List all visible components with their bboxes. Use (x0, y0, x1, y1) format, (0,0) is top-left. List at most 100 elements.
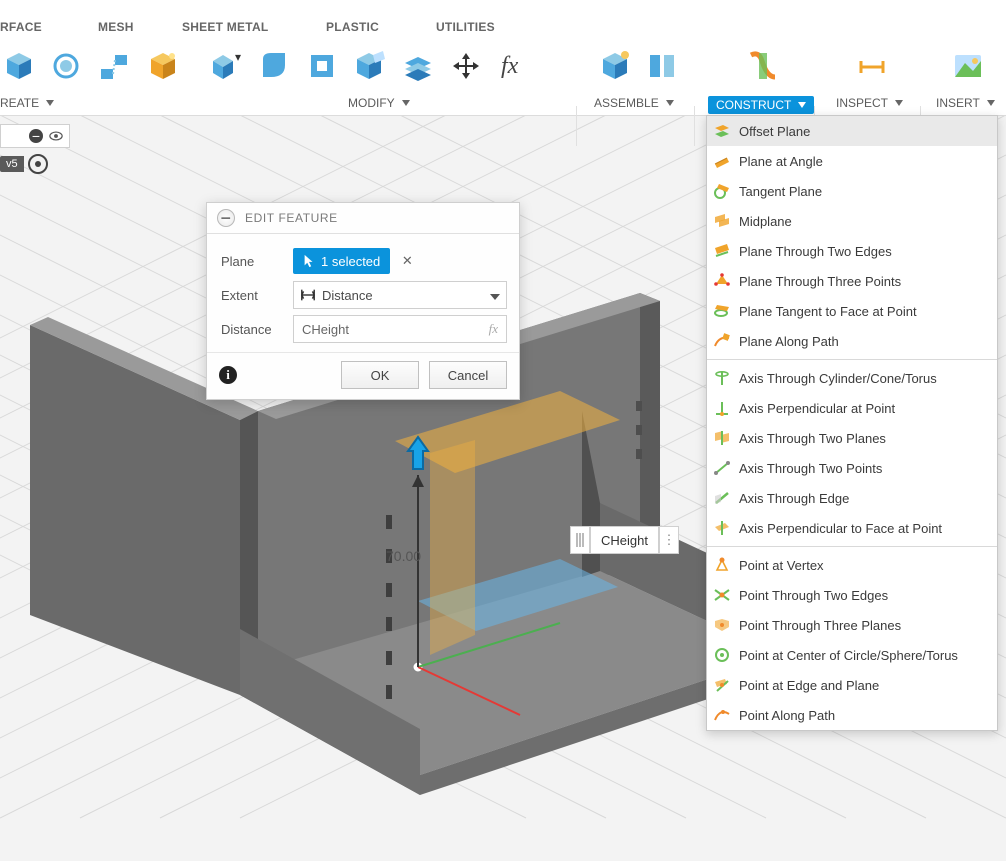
menu-item-label: Plane at Angle (739, 154, 823, 169)
dialog-collapse-icon[interactable]: − (217, 209, 235, 227)
radio-active-icon (28, 154, 48, 174)
assemble-tool-1[interactable] (596, 48, 632, 84)
construct-item-axis-perp-face[interactable]: Axis Perpendicular to Face at Point (707, 513, 997, 543)
menu-item-label: Tangent Plane (739, 184, 822, 199)
construct-item-tangent-plane[interactable]: Tangent Plane (707, 176, 997, 206)
field-options-icon[interactable]: ⋮ (659, 526, 679, 554)
distance-icon (300, 287, 316, 303)
tab-sheetmetal[interactable]: SHEET METAL (182, 20, 268, 34)
viewport-dimension-input[interactable]: CHeight ⋮ (570, 526, 679, 554)
modify-move-tool[interactable] (448, 48, 484, 84)
row-extent-label: Extent (221, 288, 293, 303)
axis-perp-face-icon (713, 519, 731, 537)
group-inspect[interactable]: INSPECT (836, 96, 903, 110)
menu-item-label: Plane Along Path (739, 334, 839, 349)
insert-tool[interactable] (950, 48, 986, 84)
collapse-icon[interactable]: − (29, 129, 43, 143)
inspect-tool[interactable] (854, 48, 890, 84)
modify-tool-3[interactable] (304, 48, 340, 84)
distance-input[interactable]: CHeight fx (293, 315, 507, 343)
menu-separator (707, 546, 997, 547)
modify-tool-1[interactable]: ▾ (208, 48, 244, 84)
plane-angle-icon (713, 152, 731, 170)
cursor-icon (303, 254, 315, 268)
construct-tool[interactable] (744, 48, 780, 84)
tab-utilities[interactable]: UTILITIES (436, 20, 495, 34)
tab-mesh[interactable]: MESH (98, 20, 134, 34)
dimension-text: 70.00 (386, 548, 421, 564)
construct-item-plane-path[interactable]: Plane Along Path (707, 326, 997, 356)
midplane-icon (713, 212, 731, 230)
construct-item-plane-edges[interactable]: Plane Through Two Edges (707, 236, 997, 266)
construct-item-plane-3pts[interactable]: Plane Through Three Points (707, 266, 997, 296)
construct-item-axis-perp[interactable]: Axis Perpendicular at Point (707, 393, 997, 423)
group-modify[interactable]: MODIFY (348, 96, 410, 110)
construct-item-pt-path[interactable]: Point Along Path (707, 700, 997, 730)
group-insert[interactable]: INSERT (936, 96, 995, 110)
menu-item-label: Plane Tangent to Face at Point (739, 304, 917, 319)
assemble-tool-2[interactable] (644, 48, 680, 84)
main-toolbar: RFACE MESH SHEET METAL PLASTIC UTILITIES… (0, 0, 1006, 116)
browser-timeline: − v5 (0, 124, 70, 174)
plane-3pts-icon (713, 272, 731, 290)
modify-tool-4[interactable] (352, 48, 388, 84)
dialog-header[interactable]: − EDIT FEATURE (207, 203, 519, 234)
extent-select[interactable]: Distance (293, 281, 507, 309)
construct-item-midplane[interactable]: Midplane (707, 206, 997, 236)
menu-item-label: Point Through Three Planes (739, 618, 901, 633)
construct-item-axis-cyl[interactable]: Axis Through Cylinder/Cone/Torus (707, 363, 997, 393)
eye-icon[interactable] (49, 129, 63, 143)
tab-plastic[interactable]: PLASTIC (326, 20, 379, 34)
construct-item-axis-2planes[interactable]: Axis Through Two Planes (707, 423, 997, 453)
construct-item-pt-center[interactable]: Point at Center of Circle/Sphere/Torus (707, 640, 997, 670)
modify-tool-5[interactable] (400, 48, 436, 84)
modify-fx-tool[interactable]: fx (496, 48, 532, 84)
clear-selection-icon[interactable]: ✕ (396, 253, 418, 269)
pt-edge-plane-icon (713, 676, 731, 694)
pt-path-icon (713, 706, 731, 724)
row-plane-label: Plane (221, 254, 293, 269)
menu-item-label: Midplane (739, 214, 792, 229)
construct-item-pt-2edges[interactable]: Point Through Two Edges (707, 580, 997, 610)
row-distance-label: Distance (221, 322, 293, 337)
construct-dropdown: Offset Plane Plane at Angle Tangent Plane M… (706, 115, 998, 731)
create-tool-2[interactable] (48, 48, 84, 84)
create-tool-3[interactable] (96, 48, 132, 84)
construct-item-pt-3planes[interactable]: Point Through Three Planes (707, 610, 997, 640)
construct-item-axis-2pts[interactable]: Axis Through Two Points (707, 453, 997, 483)
menu-item-label: Axis Through Edge (739, 491, 849, 506)
axis-perp-icon (713, 399, 731, 417)
menu-item-label: Axis Through Cylinder/Cone/Torus (739, 371, 937, 386)
construct-item-plane-tan-face[interactable]: Plane Tangent to Face at Point (707, 296, 997, 326)
construct-item-plane-angle[interactable]: Plane at Angle (707, 146, 997, 176)
construct-item-offset-plane[interactable]: Offset Plane (707, 116, 997, 146)
tab-surface[interactable]: RFACE (0, 20, 42, 34)
drag-handle-icon[interactable] (570, 526, 590, 554)
dimension-value-field[interactable]: CHeight (590, 526, 659, 554)
menu-item-label: Plane Through Three Points (739, 274, 901, 289)
group-construct[interactable]: CONSTRUCT (708, 96, 814, 114)
info-icon[interactable]: i (219, 366, 237, 384)
construct-item-axis-edge[interactable]: Axis Through Edge (707, 483, 997, 513)
menu-item-label: Point at Vertex (739, 558, 824, 573)
axis-edge-icon (713, 489, 731, 507)
construct-item-pt-edge-plane[interactable]: Point at Edge and Plane (707, 670, 997, 700)
group-create[interactable]: REATE (0, 96, 54, 110)
pt-center-icon (713, 646, 731, 664)
menu-item-label: Axis Through Two Planes (739, 431, 886, 446)
svg-text:▾: ▾ (235, 50, 241, 64)
construct-item-pt-vertex[interactable]: Point at Vertex (707, 550, 997, 580)
modify-tool-2[interactable] (256, 48, 292, 84)
plane-edges-icon (713, 242, 731, 260)
create-tool-1[interactable] (0, 48, 36, 84)
group-assemble[interactable]: ASSEMBLE (594, 96, 674, 110)
ok-button[interactable]: OK (341, 361, 419, 389)
fx-icon[interactable]: fx (489, 321, 498, 337)
cancel-button[interactable]: Cancel (429, 361, 507, 389)
menu-item-label: Axis Perpendicular at Point (739, 401, 895, 416)
pt-vertex-icon (713, 556, 731, 574)
plane-selection-chip[interactable]: 1 selected (293, 248, 390, 274)
version-indicator[interactable]: v5 (0, 154, 70, 174)
create-tool-4-gold[interactable] (144, 48, 180, 84)
menu-item-label: Point at Center of Circle/Sphere/Torus (739, 648, 958, 663)
